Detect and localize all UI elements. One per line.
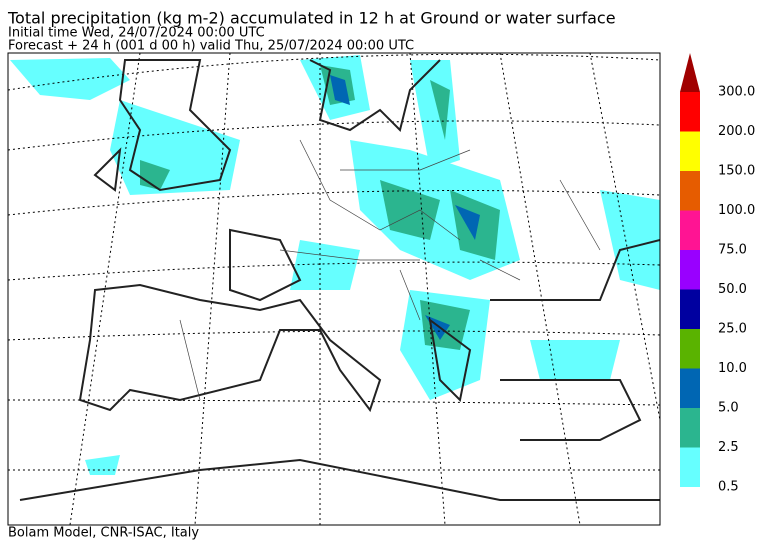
map bbox=[7, 52, 661, 526]
colorbar-label: 50.0 bbox=[718, 282, 747, 297]
initial-time: Initial time Wed, 24/07/2024 00:00 UTC bbox=[8, 26, 265, 41]
colorbar-label: 0.5 bbox=[718, 480, 739, 495]
colorbar-band bbox=[680, 289, 700, 329]
colorbar-band bbox=[680, 408, 700, 448]
colorbar-label: 5.0 bbox=[718, 401, 739, 416]
colorbar-label: 75.0 bbox=[718, 243, 747, 258]
colorbar-band bbox=[680, 171, 700, 211]
precip-areas bbox=[10, 55, 660, 475]
colorbar-label: 25.0 bbox=[718, 322, 747, 337]
title: Total precipitation (kg m-2) accumulated… bbox=[7, 9, 616, 28]
forecast-time: Forecast + 24 h (001 d 00 h) valid Thu, … bbox=[8, 39, 414, 54]
map-frame bbox=[7, 52, 661, 526]
colorbar-band bbox=[680, 250, 700, 290]
colorbar-band bbox=[680, 368, 700, 408]
colorbar-band bbox=[680, 447, 700, 487]
colorbar-band bbox=[680, 210, 700, 250]
colorbar-label: 300.0 bbox=[718, 85, 755, 100]
colorbar-band bbox=[680, 329, 700, 369]
colorbar-label: 200.0 bbox=[718, 124, 755, 139]
colorbar: 0.5 2.5 5.0 10.0 25.0 50.0 75.0 100.0 150.0 200.0… bbox=[680, 53, 755, 495]
colorbar-label: 2.5 bbox=[718, 440, 739, 455]
colorbar-label: 100.0 bbox=[718, 203, 755, 218]
colorbar-label: 10.0 bbox=[718, 361, 747, 376]
colorbar-band bbox=[680, 92, 700, 132]
colorbar-label: 150.0 bbox=[718, 164, 755, 179]
colorbar-band bbox=[680, 131, 700, 171]
footer: Bolam Model, CNR-ISAC, Italy bbox=[8, 526, 199, 541]
colorbar-arrow bbox=[680, 53, 700, 92]
